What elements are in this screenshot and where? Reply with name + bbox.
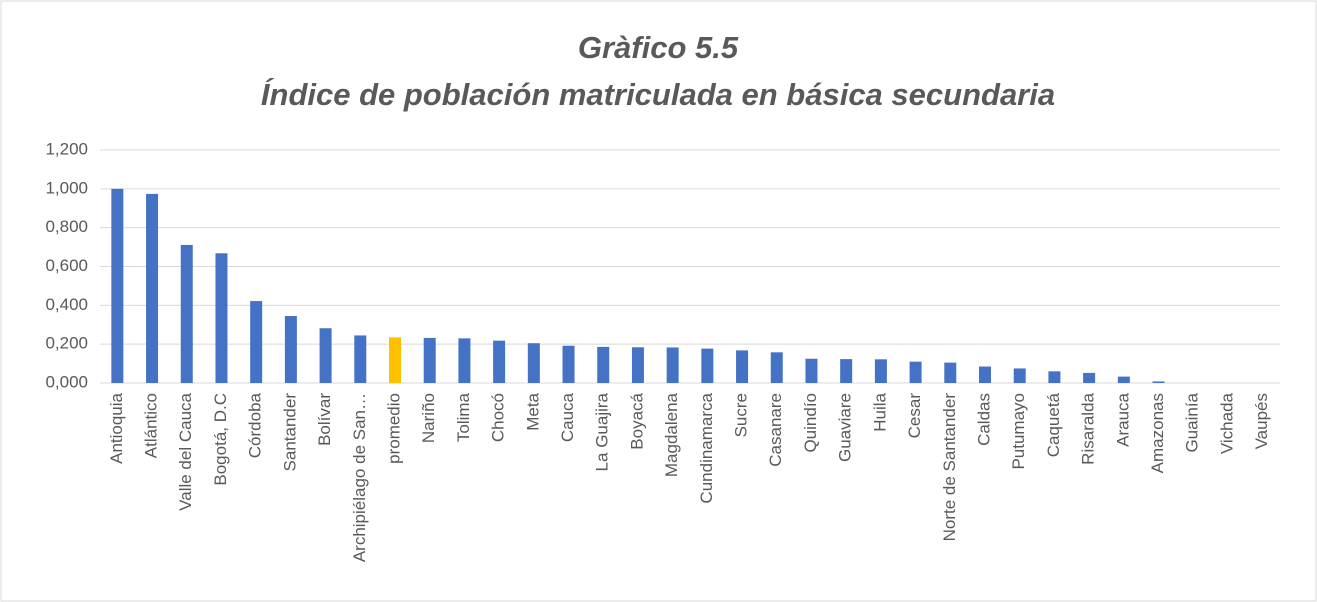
x-tick-label: Norte de Santander xyxy=(940,393,959,542)
x-tick-label: Magdalena xyxy=(662,392,681,477)
x-tick-label: Guainía xyxy=(1183,392,1202,452)
chart-title: Gràfico 5.5 xyxy=(578,30,739,65)
bar xyxy=(979,366,991,383)
y-tick-label: 0,000 xyxy=(45,372,88,391)
x-tick-label: Huila xyxy=(870,392,889,431)
bar xyxy=(284,316,297,383)
y-tick-label: 1,000 xyxy=(45,178,88,197)
bar xyxy=(597,346,610,383)
x-tick-label: Cundinamarca xyxy=(697,392,716,503)
x-tick-label: Risaralda xyxy=(1079,392,1098,464)
bar xyxy=(1048,371,1061,383)
bar xyxy=(458,338,471,383)
bar xyxy=(666,347,679,383)
x-tick-label: Nariño xyxy=(419,393,438,443)
bar xyxy=(215,253,228,383)
x-tick-label: Tolima xyxy=(454,392,473,442)
bar xyxy=(944,362,957,383)
bar xyxy=(354,335,367,383)
bar xyxy=(180,244,193,383)
x-tick-label: Vichada xyxy=(1217,392,1236,454)
bar xyxy=(1152,381,1165,383)
bar xyxy=(527,343,540,383)
x-tick-label: Sucre xyxy=(732,393,751,437)
x-tick-label: Vaupés xyxy=(1252,393,1271,449)
bar xyxy=(909,361,922,383)
x-tick-label: Cauca xyxy=(558,392,577,442)
bar xyxy=(736,350,749,383)
bar xyxy=(840,359,853,383)
y-tick-label: 0,600 xyxy=(45,256,88,275)
x-tick-label: Amazonas xyxy=(1148,393,1167,473)
y-tick-label: 1,200 xyxy=(45,139,88,158)
x-tick-label: Cesar xyxy=(905,393,924,439)
bar xyxy=(111,188,124,383)
bar xyxy=(874,359,887,383)
bar xyxy=(423,337,436,383)
x-tick-label: Guaviare xyxy=(836,393,855,462)
x-tick-label: Bogotá, D.C xyxy=(211,393,230,486)
x-tick-label: Caquetá xyxy=(1044,392,1063,457)
x-tick-label: Quindío xyxy=(801,393,820,453)
bar xyxy=(250,301,263,383)
bar xyxy=(631,347,644,383)
bar xyxy=(1083,372,1096,383)
x-tick-label: Bolívar xyxy=(315,393,334,446)
x-tick-label: Valle del Cauca xyxy=(176,392,195,510)
bar xyxy=(701,348,714,383)
y-tick-label: 0,200 xyxy=(45,334,88,353)
x-tick-label: Caldas xyxy=(974,393,993,446)
x-tick-label: Meta xyxy=(523,392,542,430)
bar xyxy=(389,337,401,383)
x-tick-label: Santander xyxy=(280,393,299,472)
bar xyxy=(805,358,818,383)
x-tick-label: Córdoba xyxy=(246,392,265,458)
x-tick-label: Antioquia xyxy=(107,392,126,463)
bar xyxy=(562,345,575,383)
x-tick-label: promedio xyxy=(384,393,403,464)
x-tick-label: Putumayo xyxy=(1009,393,1028,470)
bar xyxy=(1117,376,1130,383)
x-tick-label: Chocó xyxy=(489,393,508,442)
x-tick-label: Casanare xyxy=(766,393,785,467)
y-tick-label: 0,400 xyxy=(45,295,88,314)
x-tick-label: Archipiélago de San… xyxy=(350,393,369,562)
chart-subtitle: Índice de población matriculada en básic… xyxy=(261,77,1055,112)
bar xyxy=(493,340,506,383)
bar xyxy=(319,328,332,383)
x-tick-label: Atlántico xyxy=(142,393,161,458)
bar xyxy=(146,193,159,383)
x-tick-label: Boyacá xyxy=(627,392,646,449)
x-tick-label: La Guajira xyxy=(593,392,612,471)
bar xyxy=(1013,368,1026,383)
x-tick-label: Arauca xyxy=(1113,392,1132,446)
y-tick-label: 0,800 xyxy=(45,217,88,236)
bar xyxy=(770,352,783,383)
